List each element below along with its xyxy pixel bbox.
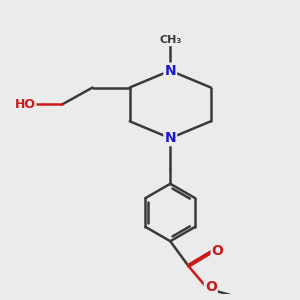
Text: N: N [164, 131, 176, 145]
Text: O: O [205, 280, 217, 294]
Text: CH₃: CH₃ [159, 35, 182, 45]
Text: O: O [212, 244, 224, 258]
Text: N: N [164, 64, 176, 78]
Text: HO: HO [14, 98, 35, 111]
